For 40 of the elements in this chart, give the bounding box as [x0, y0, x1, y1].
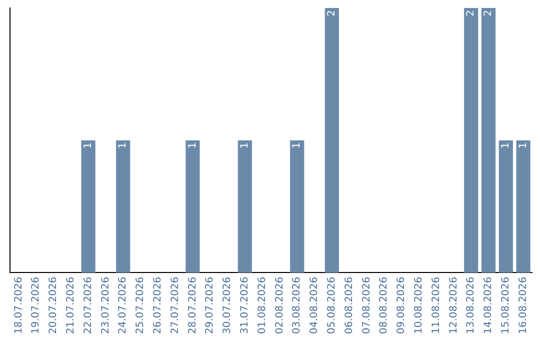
- x-tick-label: 07.08.2026: [361, 276, 372, 334]
- x-tick-label: 04.08.2026: [309, 276, 320, 334]
- x-tick-label: 15.08.2026: [500, 276, 512, 334]
- x-tick-label: 18.07.2026: [13, 276, 24, 334]
- x-tick-label: 03.08.2026: [292, 276, 303, 334]
- x-tick-label: 10.08.2026: [413, 276, 424, 334]
- x-tick-label: 27.07.2026: [170, 276, 181, 334]
- x-tick-label: 08.08.2026: [378, 276, 390, 334]
- x-tick-label: 23.07.2026: [100, 276, 112, 334]
- x-tick-label: 02.08.2026: [274, 276, 286, 334]
- x-tick-label: 30.07.2026: [222, 276, 234, 334]
- x-tick-label: 09.08.2026: [396, 276, 408, 334]
- data-label: 1: [118, 142, 129, 149]
- x-tick-label: 13.08.2026: [466, 276, 477, 334]
- data-label: 1: [82, 142, 94, 149]
- x-tick-label: 05.08.2026: [326, 276, 338, 334]
- x-tick-label: 31.07.2026: [239, 276, 250, 334]
- x-tick-label: 26.07.2026: [152, 276, 164, 334]
- x-tick-label: 20.07.2026: [48, 276, 60, 334]
- x-tick-label: 14.08.2026: [483, 276, 494, 334]
- data-label: 1: [239, 142, 250, 149]
- x-tick-label: 06.08.2026: [344, 276, 355, 334]
- x-tick-label: 24.07.2026: [118, 276, 129, 334]
- data-label: 1: [187, 142, 198, 149]
- x-tick-label: 11.08.2026: [430, 276, 442, 334]
- x-tick-label: 16.08.2026: [518, 276, 529, 334]
- x-tick-label: 01.08.2026: [256, 276, 268, 334]
- x-tick-label: 29.07.2026: [204, 276, 216, 334]
- x-tick-label: 12.08.2026: [448, 276, 460, 334]
- x-tick-label: 25.07.2026: [135, 276, 146, 334]
- data-label: 2: [326, 10, 338, 16]
- x-tick-label: 28.07.2026: [187, 276, 198, 334]
- x-tick-label: 22.07.2026: [82, 276, 94, 334]
- data-label: 1: [518, 142, 529, 149]
- data-label: 1: [500, 142, 512, 149]
- data-label: 1: [292, 142, 303, 149]
- data-label: 2: [483, 10, 494, 16]
- x-tick-label: 21.07.2026: [65, 276, 76, 334]
- data-label: 2: [466, 10, 477, 16]
- x-tick-label: 19.07.2026: [30, 276, 42, 334]
